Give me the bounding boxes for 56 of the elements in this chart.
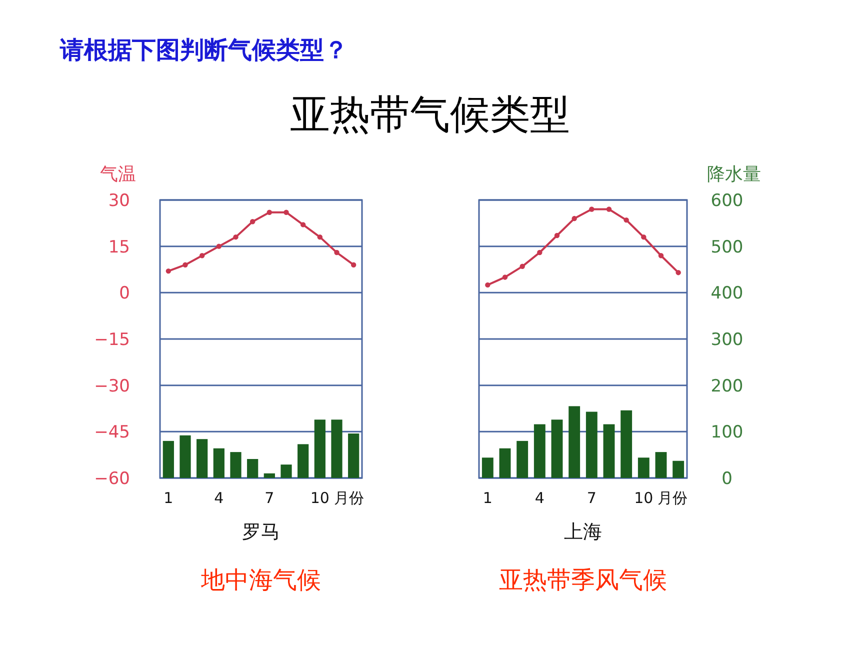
y-tick-label: 0: [119, 284, 130, 304]
y-tick-label: 15: [108, 237, 130, 258]
point: [300, 222, 306, 228]
y-tick-label: −15: [94, 330, 130, 350]
point: [641, 234, 646, 240]
y2-tick-label: 200: [710, 376, 744, 396]
point: [250, 219, 256, 224]
y-tick-label: 30: [108, 191, 130, 211]
x-tick-label: 7: [264, 489, 274, 507]
point: [658, 253, 664, 258]
y2-tick-label: 400: [710, 284, 744, 304]
text: 上海: [564, 521, 602, 543]
point: [199, 253, 205, 258]
point: [624, 217, 629, 223]
point: [485, 282, 490, 288]
point: [182, 262, 188, 268]
point: [572, 216, 577, 222]
y-axis-title: 气温: [100, 164, 136, 185]
point: [334, 250, 340, 256]
point: [537, 250, 542, 256]
x-axis-title: 月份: [334, 489, 364, 507]
point: [216, 244, 222, 249]
point: [166, 268, 172, 274]
point: [554, 232, 560, 238]
y2-axis-title: 降水量: [707, 164, 761, 185]
x-tick-label: 7: [586, 489, 596, 507]
y-tick-label: −45: [94, 422, 130, 443]
x-tick-label: 1: [482, 489, 492, 507]
y2-tick-label: 500: [710, 237, 744, 258]
text: 亚热带气候类型: [290, 92, 570, 138]
point: [676, 270, 681, 276]
y2-tick-label: 600: [710, 191, 744, 211]
text: 请根据下图判断气候类型？: [59, 36, 348, 64]
point: [589, 206, 594, 212]
point: [266, 210, 272, 215]
text: 地中海气候: [200, 566, 321, 594]
y2-tick-label: 100: [710, 422, 744, 443]
y2-tick-label: 300: [710, 330, 744, 350]
x-tick-label: 10: [310, 489, 330, 507]
x-tick-label: 1: [164, 489, 174, 507]
y-tick-label: −30: [94, 376, 130, 396]
point: [233, 234, 238, 240]
text: 亚热带季风气候: [499, 566, 667, 594]
point: [284, 210, 289, 215]
x-tick-label: 10: [634, 489, 654, 507]
point: [606, 206, 612, 212]
point: [317, 234, 323, 240]
x-axis-title: 月份: [658, 489, 688, 507]
text: 罗马: [242, 521, 280, 543]
point: [502, 274, 508, 280]
y-tick-label: −60: [94, 469, 130, 489]
point: [350, 262, 356, 268]
y2-tick-label: 0: [722, 469, 732, 489]
x-tick-label: 4: [214, 489, 224, 507]
point: [520, 264, 525, 270]
x-tick-label: 4: [534, 489, 544, 507]
